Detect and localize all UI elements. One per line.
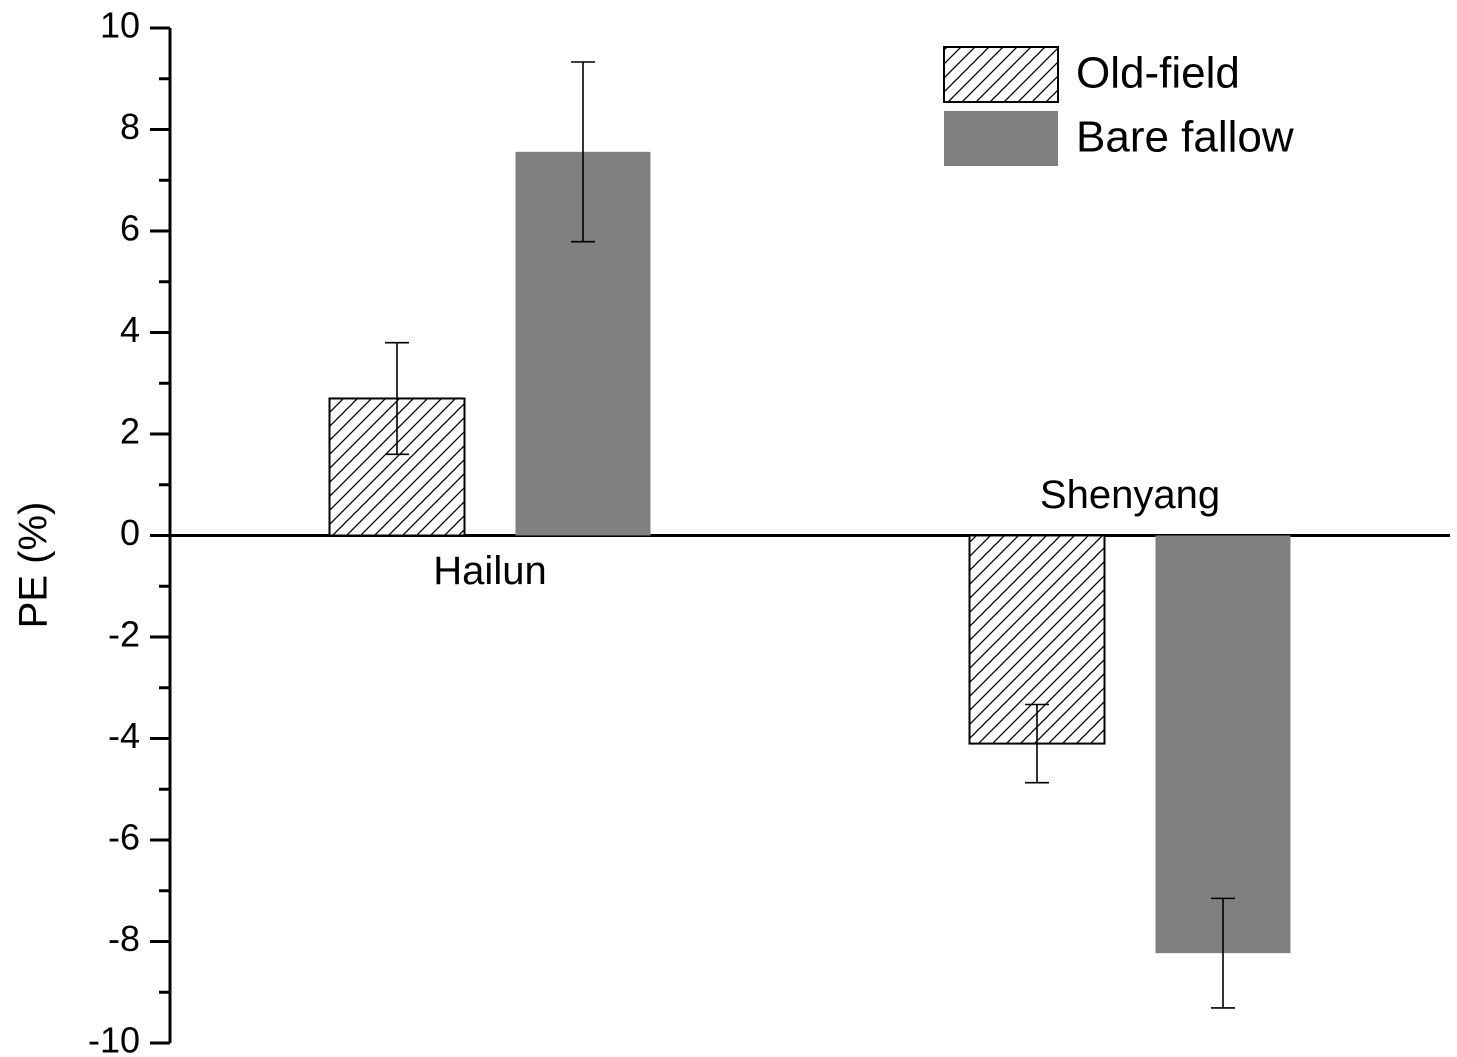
- y-tick-label: -4: [108, 715, 140, 756]
- y-tick-label: 10: [100, 5, 140, 46]
- bar: [1155, 535, 1291, 954]
- error-bar: [1211, 897, 1235, 1009]
- error-bar: [571, 61, 595, 243]
- y-axis-label: PE (%): [12, 502, 56, 629]
- y-tick-label: -6: [108, 817, 140, 858]
- category-label: Hailun: [433, 549, 546, 593]
- y-tick-label: -8: [108, 918, 140, 959]
- legend-swatch: [943, 46, 1059, 103]
- legend-label: Old-field: [1076, 49, 1240, 98]
- y-tick-label: -2: [108, 614, 140, 655]
- y-tick-label: 4: [120, 309, 140, 350]
- y-tick-label: 2: [120, 411, 140, 452]
- legend-label: Bare fallow: [1076, 113, 1294, 162]
- y-tick-label: 0: [120, 512, 140, 553]
- category-label: Shenyang: [1040, 473, 1220, 517]
- error-bar: [385, 341, 409, 456]
- y-tick-label: 6: [120, 208, 140, 249]
- y-tick-label: -10: [88, 1020, 140, 1057]
- legend-swatch: [944, 111, 1058, 166]
- y-tick-label: 8: [120, 106, 140, 147]
- error-bar: [1025, 703, 1049, 784]
